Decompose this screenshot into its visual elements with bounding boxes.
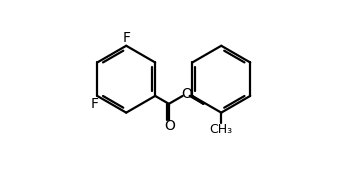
Text: F: F <box>123 31 131 45</box>
Text: F: F <box>91 97 99 111</box>
Text: O: O <box>164 119 175 133</box>
Text: O: O <box>181 87 192 101</box>
Text: CH₃: CH₃ <box>210 123 233 136</box>
